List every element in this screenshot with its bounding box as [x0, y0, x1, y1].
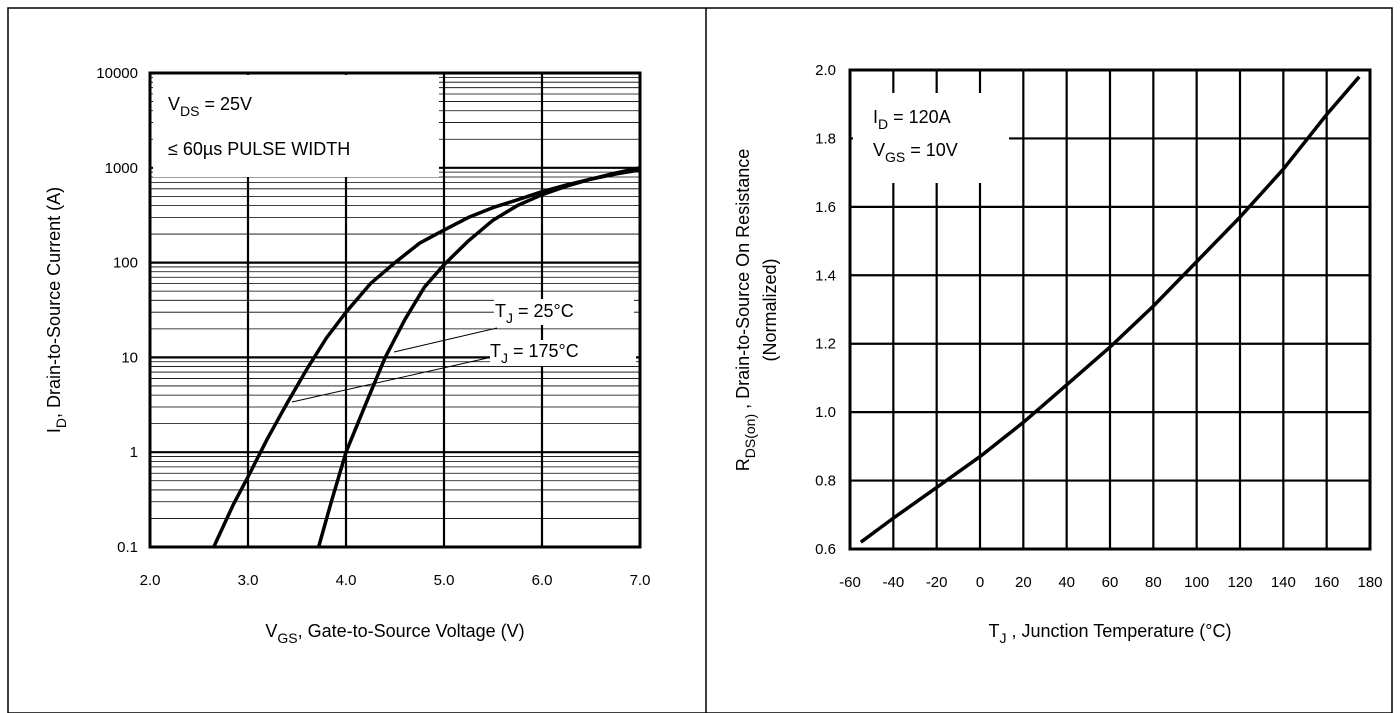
- x1-rest: , Gate-to-Source Voltage (V): [298, 621, 525, 641]
- chart1-conditions-box: [153, 75, 439, 177]
- y1-sub: D: [53, 418, 69, 428]
- chart2-y-tick-label: 1.4: [815, 267, 836, 284]
- chart2-plot-frame: [848, 68, 1372, 551]
- y2-rest: , Drain-to-Source On Resistance: [733, 149, 753, 414]
- c1-l1-rest: = 25V: [199, 94, 252, 114]
- chart2-y-tick-label: 0.6: [815, 541, 836, 558]
- x2-sub: J: [1000, 630, 1007, 646]
- on-resistance-vs-temperature-chart: -60 -40 -20 0 20 40 60 80 100 120 140 160 180 0.6 0.8 1…: [733, 62, 1383, 646]
- chart2-x-tick-label: -20: [926, 574, 948, 591]
- x1-sub: GS: [277, 630, 297, 646]
- chart2-y-axis-label: RDS(on) , Drain-to-Source On Resistance: [733, 149, 758, 471]
- outer-frame: [7, 7, 1393, 713]
- chart2-y-tick-label: 0.8: [815, 473, 836, 490]
- chart1-y-tick-label: 1: [130, 444, 138, 461]
- chart2-conditions-box: [853, 93, 1009, 183]
- chart2-ticks: -60 -40 -20 0 20 40 60 80 100 120 140 160 180 0.6 0.8 1…: [815, 62, 1382, 591]
- chart1-leader-175c: [291, 356, 493, 403]
- chart1-y-tick-label: 0.1: [117, 539, 138, 556]
- chart1-y-tick-label: 1000: [105, 160, 138, 177]
- chart1-y-tick-label: 10: [121, 349, 138, 366]
- chart2-y-tick-label: 2.0: [815, 62, 836, 79]
- chart2-y-tick-label: 1.8: [815, 130, 836, 147]
- chart1-label-bg-25c: [494, 299, 634, 325]
- c2-l1-rest: = 120A: [888, 107, 951, 127]
- c1-l1-sub: DS: [180, 103, 199, 119]
- c2-l2-sub: GS: [885, 149, 905, 165]
- transfer-characteristics-chart: 0.1 1 10 100 1000 10000 2.0 3.0 4.0 5.0 6.0 7.0 TJ …: [44, 65, 650, 646]
- s1-sub: J: [506, 310, 513, 326]
- chart1-leader-25c: [393, 327, 498, 353]
- s2-sub: J: [501, 350, 508, 366]
- chart2-x-tick-label: 20: [1015, 574, 1032, 591]
- chart1-y-axis-label: ID, Drain-to-Source Current (A): [44, 187, 69, 433]
- chart2-y-axis-label-line2: (Normalized): [760, 258, 780, 361]
- y1-rest: , Drain-to-Source Current (A): [44, 187, 64, 418]
- chart2-curves: [859, 75, 1361, 544]
- chart2-x-tick-label: 160: [1314, 574, 1339, 591]
- chart2-x-axis-label: TJ , Junction Temperature (°C): [989, 621, 1232, 646]
- chart1-series-label-175c: TJ = 175°C: [490, 341, 579, 366]
- chart1-x-tick-label: 5.0: [434, 572, 455, 589]
- chart2-x-tick-label: 40: [1058, 574, 1075, 591]
- x2-rest: , Junction Temperature (°C): [1007, 621, 1232, 641]
- s2-rest: = 175°C: [508, 341, 579, 361]
- c2-l1-main: I: [873, 107, 878, 127]
- chart2-x-tick-label: -40: [882, 574, 904, 591]
- chart1-x-tick-label: 4.0: [336, 572, 357, 589]
- x1-main: V: [265, 621, 277, 641]
- chart1-plot-frame: [148, 71, 642, 549]
- chart2-y-tick-label: 1.0: [815, 404, 836, 421]
- chart1-y-tick-label: 10000: [96, 65, 138, 82]
- x2-main: T: [989, 621, 1000, 641]
- y2-main: R: [733, 458, 753, 471]
- s2-main: T: [490, 341, 501, 361]
- chart2-series-line: [859, 75, 1361, 544]
- chart1-condition-vds: VDS = 25V: [168, 94, 252, 119]
- chart1-curves: [212, 166, 641, 548]
- chart2-x-tick-label: 120: [1227, 574, 1252, 591]
- chart2-x-tick-label: 140: [1271, 574, 1296, 591]
- c2-l2-main: V: [873, 140, 885, 160]
- y2-sub: DS(on): [742, 414, 758, 458]
- chart1-y-tick-label: 100: [113, 255, 138, 272]
- chart1-x-tick-label: 7.0: [630, 572, 651, 589]
- chart2-x-tick-label: 100: [1184, 574, 1209, 591]
- chart2-x-tick-label: 60: [1102, 574, 1119, 591]
- c2-l1-sub: D: [878, 116, 888, 132]
- chart2-y-tick-label: 1.6: [815, 199, 836, 216]
- chart1-series-label-25c: TJ = 25°C: [495, 301, 574, 326]
- chart1-x-tick-label: 2.0: [140, 572, 161, 589]
- c1-l1-main: V: [168, 94, 180, 114]
- s1-rest: = 25°C: [513, 301, 574, 321]
- chart2-condition-vgs: VGS = 10V: [873, 140, 958, 165]
- c2-l2-rest: = 10V: [905, 140, 958, 160]
- chart2-x-tick-label: -60: [839, 574, 861, 591]
- chart2-x-tick-label: 180: [1357, 574, 1382, 591]
- chart2-x-tick-label: 0: [976, 574, 984, 591]
- chart2-condition-id: ID = 120A: [873, 107, 951, 132]
- s1-main: T: [495, 301, 506, 321]
- chart2-y-tick-label: 1.2: [815, 336, 836, 353]
- chart1-x-axis-label: VGS, Gate-to-Source Voltage (V): [265, 621, 524, 646]
- chart1-x-tick-label: 3.0: [238, 572, 259, 589]
- chart1-x-tick-label: 6.0: [532, 572, 553, 589]
- chart1-condition-pulse: ≤ 60µs PULSE WIDTH: [168, 139, 350, 159]
- chart1-ticks: 0.1 1 10 100 1000 10000 2.0 3.0 4.0 5.0 6.0 7.0: [96, 65, 650, 589]
- y1-main: I: [44, 428, 64, 433]
- chart1-label-bg-175c: [490, 340, 636, 366]
- chart2-x-tick-label: 80: [1145, 574, 1162, 591]
- chart1-series-line-175c: [212, 168, 641, 548]
